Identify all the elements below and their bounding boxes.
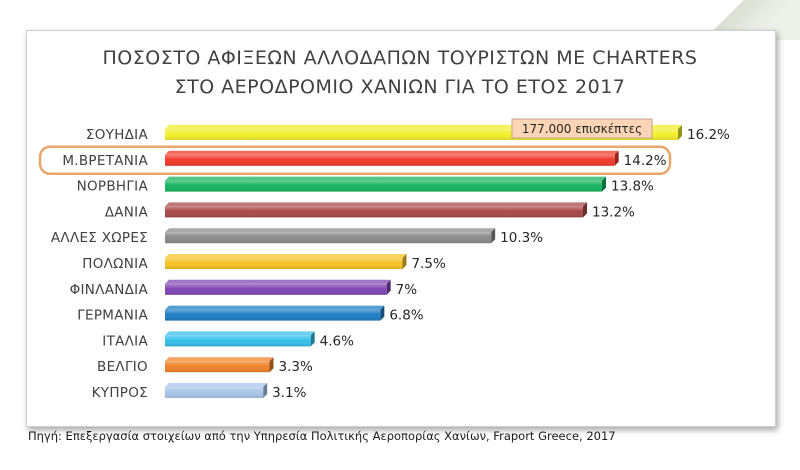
bar-10-group: ΒΕΛΓΙΟ 3.3% — [97, 357, 313, 375]
highlight-outline — [38, 145, 672, 176]
bar-4-group: ΔΑΝΙΑ 13.2% — [105, 202, 635, 220]
bar-shine — [165, 387, 264, 398]
bar-shine — [165, 309, 381, 321]
bar-shine — [165, 129, 678, 140]
bar-side-face — [583, 202, 587, 218]
bar-side-face — [380, 305, 385, 321]
value-label: 6.8% — [389, 308, 423, 324]
bar-side-face — [678, 125, 682, 140]
category-label: ΦΙΝΛΑΝΔΙΑ — [70, 282, 149, 298]
category-label: ΚΥΠΡΟΣ — [92, 385, 148, 401]
chart-title-line-2: ΣΤΟ ΑΕΡΟΔΡΟΜΙΟ ΧΑΝΙΩΝ ΓΙΑ ΤΟ ΕΤΟΣ 2017 — [174, 76, 626, 98]
annotation-callout-text: 177.000 επισκέπτες — [522, 122, 642, 136]
bar-5-group: ΑΛΛΕΣ ΧΩΡΕΣ 10.3% — [51, 228, 543, 246]
category-label: ΒΕΛΓΙΟ — [97, 359, 148, 375]
category-label: ΝΟΡΒΗΓΙΑ — [77, 179, 149, 195]
value-label: 13.8% — [611, 179, 654, 195]
chart-title: ΠΟΣΟΣΤΟ ΑΦΙΞΕΩΝ ΑΛΛΟΔΑΠΩΝ ΤΟΥΡΙΣΤΩΝ ΜΕ C… — [26, 44, 774, 102]
bar-top-face — [165, 305, 385, 310]
bar-side-face — [263, 383, 268, 398]
bar-3-group: ΝΟΡΒΗΓΙΑ 13.8% — [77, 176, 654, 195]
bar-side-face — [491, 228, 496, 244]
value-label: 16.2% — [687, 127, 730, 143]
value-label: 14.2% — [624, 153, 667, 169]
bar-top-face — [165, 331, 315, 336]
category-label: Μ.ΒΡΕΤΑΝΙΑ — [62, 153, 148, 169]
chart-title-line-1: ΠΟΣΟΣΤΟ ΑΦΙΞΕΩΝ ΑΛΛΟΔΑΠΩΝ ΤΟΥΡΙΣΤΩΝ ΜΕ C… — [102, 47, 698, 69]
value-label: 10.3% — [500, 230, 543, 246]
category-label: ΙΤΑΛΙΑ — [102, 333, 148, 349]
bar-7-group: ΦΙΝΛΑΝΔΙΑ 7% — [70, 279, 418, 298]
value-label: 7% — [396, 282, 418, 298]
bar-top-face — [165, 150, 619, 155]
bar-shine — [165, 232, 492, 244]
category-label: ΓΕΡΜΑΝΙΑ — [77, 308, 148, 324]
bar-top-face — [165, 228, 496, 233]
value-label: 7.5% — [412, 256, 446, 272]
bar-11-group: ΚΥΠΡΟΣ 3.1% — [92, 383, 307, 401]
bar-top-face — [165, 202, 587, 207]
bar-top-face — [165, 383, 268, 387]
bar-2-group: Μ.ΒΡΕΤΑΝΙΑ 14.2% — [62, 150, 667, 169]
bar-shine — [165, 361, 270, 373]
bar-shine — [165, 258, 403, 269]
bar-shine — [165, 180, 602, 192]
source-note: Πηγή: Επεξεργασία στοιχείων από την Υπηρ… — [28, 429, 616, 443]
bar-shine — [165, 335, 311, 347]
bar-side-face — [402, 254, 407, 269]
category-label: ΔΑΝΙΑ — [105, 204, 149, 220]
bar-side-face — [386, 279, 391, 295]
bar-top-face — [165, 176, 606, 181]
bar-side-face — [602, 176, 606, 192]
bar-top-face — [165, 279, 391, 284]
bar-shine — [165, 283, 387, 295]
value-label: 3.1% — [272, 385, 306, 401]
value-label: 4.6% — [320, 333, 354, 349]
bar-8-group: ΓΕΡΜΑΝΙΑ 6.8% — [77, 305, 424, 324]
annotation-callout — [511, 118, 653, 139]
value-label: 13.2% — [592, 204, 635, 220]
bar-6-group: ΠΟΛΩΝΙΑ 7.5% — [82, 254, 446, 272]
category-label: ΣΟΥΗΔΙΑ — [86, 127, 149, 143]
bar-shine — [165, 154, 615, 166]
category-label: ΑΛΛΕΣ ΧΩΡΕΣ — [51, 230, 148, 246]
bar-side-face — [269, 357, 274, 373]
bar-shine — [165, 206, 583, 218]
bar-top-face — [165, 254, 407, 258]
bar-9-group: ΙΤΑΛΙΑ 4.6% — [102, 331, 354, 349]
bar-top-face — [165, 357, 274, 362]
value-label: 3.3% — [279, 359, 313, 375]
bar-side-face — [614, 150, 619, 166]
category-label: ΠΟΛΩΝΙΑ — [82, 256, 148, 272]
bar-side-face — [310, 331, 315, 347]
